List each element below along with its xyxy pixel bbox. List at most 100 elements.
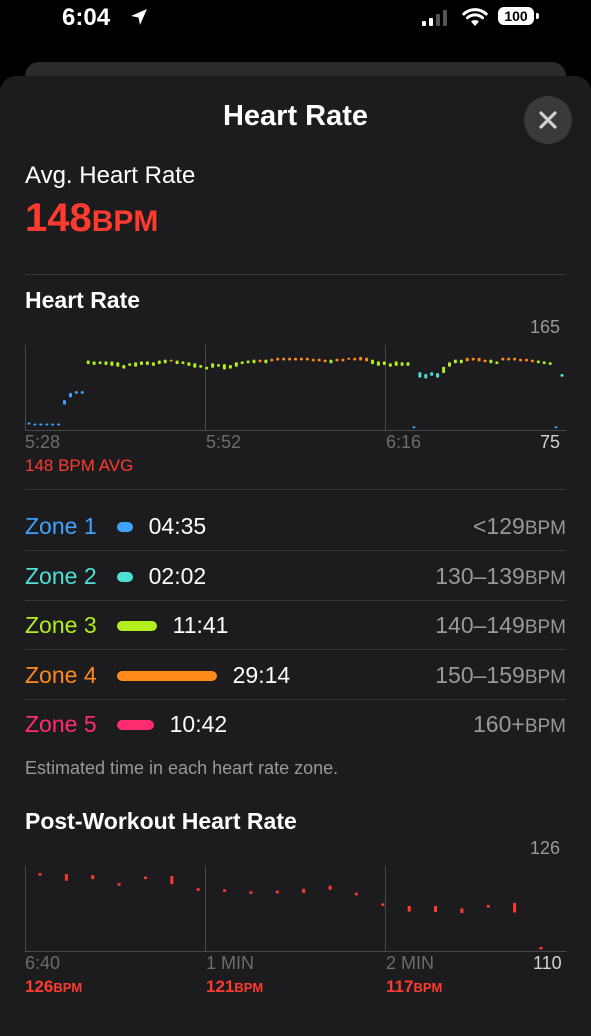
hr-bar (45, 423, 49, 426)
post-value-3-number: 117 (386, 977, 414, 996)
cellular-signal-icon (422, 10, 447, 26)
hr-bar (110, 361, 114, 366)
zone-divider (25, 699, 566, 700)
hr-bar (465, 357, 469, 362)
hr-bar (151, 362, 155, 366)
hr-bar (483, 359, 487, 363)
zone-row-5: Zone 5 10:42 160+BPM (25, 700, 566, 749)
hr-bar (222, 364, 226, 370)
hr-bar (394, 361, 398, 366)
hr-bar (104, 361, 108, 365)
post-hr-bar (38, 873, 42, 876)
zone-range: 150–159BPM (435, 662, 566, 689)
hr-bar (98, 361, 102, 365)
zone-range: 160+BPM (473, 711, 566, 738)
zone-row-4: Zone 4 29:14 150–159BPM (25, 651, 566, 700)
divider (25, 489, 566, 490)
hr-x-tick-1: 5:28 (25, 432, 61, 452)
avg-heart-rate-unit: BPM (91, 205, 159, 238)
hr-bar (270, 358, 274, 362)
post-hr-bar (513, 902, 517, 913)
hr-bar (542, 361, 546, 365)
hr-bar (459, 359, 463, 364)
zone-time: 10:42 (169, 711, 228, 737)
post-hr-bar (460, 908, 464, 914)
hr-bar (548, 362, 552, 365)
post-value-2: 121BPM (206, 977, 263, 997)
hr-x-tick-2: 5:52 (206, 432, 242, 452)
avg-heart-rate-value: 148BPM (25, 196, 158, 241)
hr-bar (406, 362, 410, 366)
status-bar: 6:04 100 (0, 0, 591, 40)
zone-range-value: <129 (473, 513, 525, 539)
zone-range: <129BPM (473, 513, 566, 540)
zone-name: Zone 4 (25, 662, 97, 688)
hr-bar (288, 357, 292, 361)
zone-time: 29:14 (232, 662, 291, 688)
hr-bar (92, 361, 96, 365)
hr-bar (400, 362, 404, 366)
post-hr-bar (354, 892, 358, 896)
hr-bar (258, 359, 262, 363)
hr-axis-max: 165 (530, 317, 561, 337)
hr-axis-min: 75 (540, 432, 561, 452)
post-value-1: 126BPM (25, 977, 82, 997)
hr-bar (311, 358, 315, 362)
post-x-tick-2: 1 MIN (206, 953, 255, 973)
post-hr-bar (91, 875, 95, 880)
hr-bar (116, 362, 120, 367)
zone-duration-bar (116, 521, 133, 532)
post-value-3-unit: BPM (413, 980, 443, 995)
post-hr-bar (539, 947, 543, 950)
hr-bar (299, 357, 303, 361)
zone-range-unit: BPM (524, 667, 566, 688)
hr-bar (187, 362, 191, 366)
close-button[interactable] (524, 96, 572, 144)
close-icon (539, 111, 557, 129)
hr-bar (453, 359, 457, 364)
hr-bar (376, 361, 380, 366)
zone-row-2: Zone 2 02:02 130–139BPM (25, 552, 566, 601)
hr-bar (371, 359, 374, 365)
hr-bar (86, 360, 90, 365)
hr-bar (536, 360, 540, 364)
hr-bar (329, 359, 333, 364)
hr-bar (341, 358, 345, 362)
hr-bar (382, 361, 386, 365)
avg-heart-rate-number: 148 (25, 196, 92, 240)
zone-time: 02:02 (148, 563, 207, 589)
post-x-tick-3: 2 MIN (386, 953, 435, 973)
zone-time: 04:35 (148, 513, 207, 539)
post-hr-bar (434, 906, 437, 913)
hr-bar (51, 423, 55, 426)
post-workout-chart (25, 866, 566, 952)
hr-bar (145, 361, 149, 365)
zone-name: Zone 2 (25, 563, 97, 589)
hr-bar (365, 357, 369, 362)
heart-rate-chart-title: Heart Rate (25, 287, 141, 313)
hr-bar (63, 400, 66, 405)
hr-bar (448, 362, 451, 367)
post-hr-bar (117, 883, 121, 886)
zone-time: 11:41 (172, 612, 229, 638)
hr-bar (489, 359, 493, 364)
zone-duration-bar (116, 670, 217, 681)
post-hr-bar (223, 889, 227, 892)
hr-bar (33, 423, 37, 426)
hr-bar (276, 357, 280, 361)
hr-bar (228, 365, 232, 369)
zone-range: 130–139BPM (435, 563, 566, 590)
zone-name: Zone 3 (25, 612, 97, 638)
hr-bar (525, 358, 528, 362)
hr-bar (436, 373, 440, 378)
hr-bar (74, 391, 78, 394)
post-hr-bar (196, 888, 200, 891)
zone-name: Zone 1 (25, 513, 97, 539)
zone-duration-bar (116, 571, 133, 582)
hr-bar (211, 363, 215, 368)
battery-indicator: 100 (498, 7, 534, 25)
hr-bar (246, 360, 250, 364)
hr-bar (418, 372, 422, 378)
hr-bar (359, 356, 363, 361)
hr-bar (554, 426, 558, 429)
